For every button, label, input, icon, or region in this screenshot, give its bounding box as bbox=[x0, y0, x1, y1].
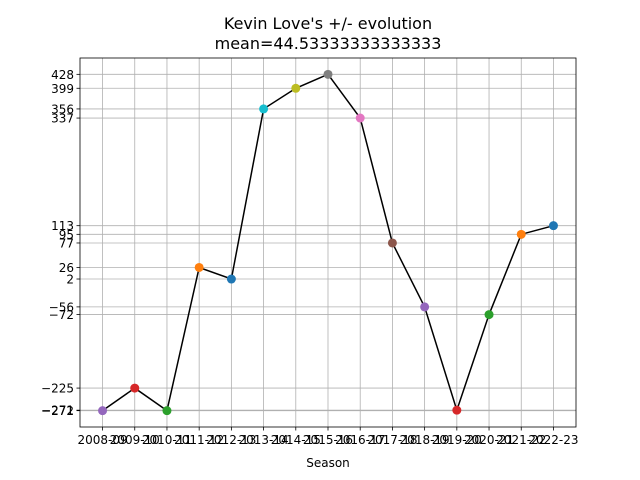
data-point bbox=[226, 274, 236, 284]
data-point bbox=[130, 383, 140, 393]
y-tick-label: −272 bbox=[41, 404, 74, 418]
x-tick-label: 2020-21 bbox=[464, 433, 514, 447]
data-point bbox=[516, 229, 526, 239]
y-tick-label: 337 bbox=[51, 112, 74, 126]
x-tick-label: 2008-09 bbox=[77, 433, 127, 447]
x-tick-label: 2014-15 bbox=[271, 433, 321, 447]
y-tick-label: 399 bbox=[51, 82, 74, 96]
x-tick-label: 2013-14 bbox=[239, 433, 289, 447]
data-point bbox=[323, 69, 333, 79]
y-tick-label: 356 bbox=[51, 102, 74, 116]
x-tick-label: 2011-12 bbox=[174, 433, 224, 447]
y-tick-label: 77 bbox=[59, 236, 74, 250]
y-gridlines bbox=[80, 73, 576, 412]
x-axis-label: Season bbox=[306, 456, 350, 470]
data-point bbox=[98, 406, 108, 416]
data-point bbox=[259, 104, 269, 114]
chart-title: Kevin Love's +/- evolution bbox=[224, 14, 432, 33]
y-tick-label: −225 bbox=[41, 382, 74, 396]
x-tick-label: 2012-13 bbox=[206, 433, 256, 447]
x-tick-label: 2022-23 bbox=[528, 433, 578, 447]
y-tick-label: −72 bbox=[49, 308, 74, 322]
x-gridlines bbox=[102, 58, 554, 427]
y-tick-label: −56 bbox=[49, 300, 74, 314]
y-tick-label: 2 bbox=[66, 273, 74, 287]
data-point bbox=[162, 406, 172, 416]
data-point bbox=[420, 302, 430, 312]
data-point bbox=[291, 83, 301, 93]
x-tick-label: 2010-11 bbox=[142, 433, 192, 447]
x-tick-label: 2015-16 bbox=[303, 433, 353, 447]
y-tick-label: 95 bbox=[59, 228, 74, 242]
data-series bbox=[98, 69, 558, 416]
y-tick-label: 113 bbox=[51, 219, 74, 233]
x-axis-ticks: 2008-092009-102010-112011-122012-132013-… bbox=[77, 427, 579, 447]
y-tick-label: −271 bbox=[41, 404, 74, 418]
data-point bbox=[452, 405, 462, 415]
data-point bbox=[484, 310, 494, 320]
x-tick-label: 2021-22 bbox=[496, 433, 546, 447]
y-tick-label: 26 bbox=[59, 261, 74, 275]
x-tick-label: 2017-18 bbox=[367, 433, 417, 447]
data-point bbox=[194, 262, 204, 272]
data-point bbox=[355, 113, 365, 123]
y-tick-label: 428 bbox=[51, 68, 74, 82]
x-tick-label: 2019-20 bbox=[432, 433, 482, 447]
chart-subtitle: mean=44.53333333333333 bbox=[215, 34, 442, 53]
x-tick-label: 2009-10 bbox=[110, 433, 160, 447]
x-tick-label: 2018-19 bbox=[400, 433, 450, 447]
x-tick-label: 2016-17 bbox=[335, 433, 385, 447]
data-point bbox=[387, 238, 397, 248]
data-point bbox=[548, 221, 558, 231]
